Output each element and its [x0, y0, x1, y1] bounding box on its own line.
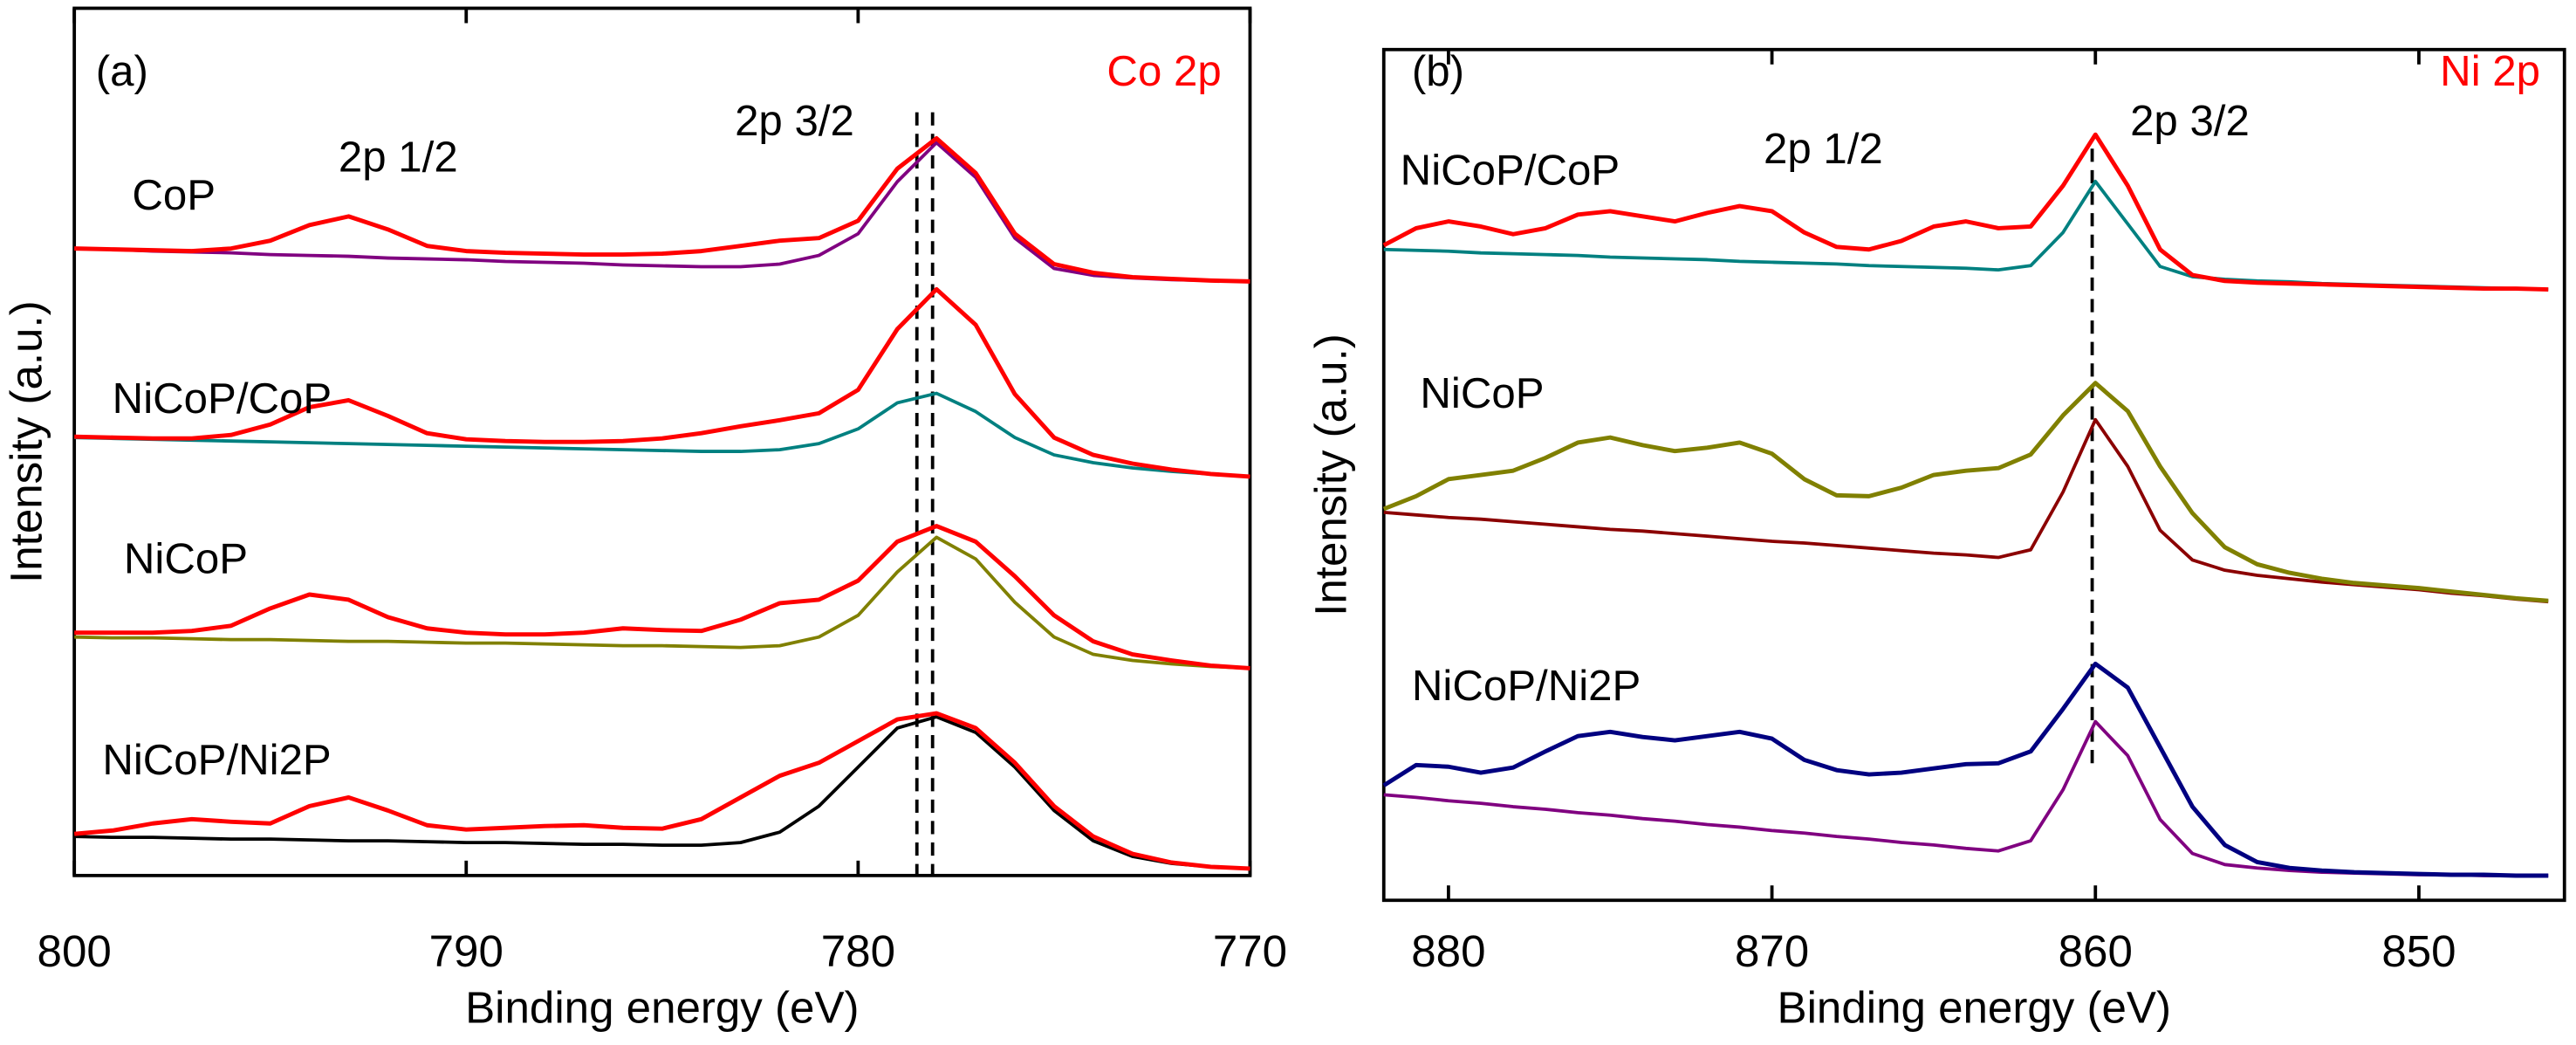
fit-envelope: [1382, 132, 2549, 292]
x-tick-label: 860: [2059, 926, 2133, 976]
sample-label: NiCoP/CoP: [113, 375, 332, 423]
x-tick-label: 880: [1411, 926, 1485, 976]
x-tick-label: 870: [1735, 926, 1809, 976]
plot-frame: [72, 6, 1252, 877]
sample-label: NiCoP: [1420, 369, 1544, 417]
fit-envelope: [74, 136, 1250, 284]
sample-label: NiCoP/Ni2P: [1412, 662, 1641, 710]
panel-title: Co 2p: [1106, 47, 1221, 95]
fit-component: [74, 391, 1250, 478]
x-tick-label: 780: [821, 926, 895, 976]
fit-component: [1383, 179, 2549, 292]
peak-annotation: 2p 3/2: [735, 97, 854, 145]
peak-annotation: 2p 3/2: [2130, 97, 2250, 145]
x-axis-label: Binding energy (eV): [465, 983, 859, 1033]
panel-title: Ni 2p: [2440, 47, 2540, 95]
sample-label: NiCoP/CoP: [1401, 147, 1620, 195]
x-tick-label: 800: [38, 926, 112, 976]
panel-label: (a): [96, 47, 148, 95]
y-axis-label: Intensity (a.u.): [2, 300, 51, 583]
x-tick-label: 790: [429, 926, 504, 976]
x-axis-label: Binding energy (eV): [1778, 983, 2171, 1033]
fit-component: [74, 535, 1250, 670]
fit-envelope: [74, 524, 1250, 670]
fit-component: [1383, 417, 2549, 604]
plot-frame: [1381, 47, 2566, 903]
fit-component: [74, 715, 1250, 870]
fit-envelope: [73, 711, 1250, 871]
y-axis-label: Intensity (a.u.): [1305, 333, 1355, 616]
x-tick-label: 850: [2381, 926, 2456, 976]
fit-component: [74, 141, 1250, 284]
fit-envelope: [74, 286, 1250, 479]
panel-label: (b): [1412, 47, 1464, 95]
fit-envelope: [1382, 381, 2549, 603]
sample-label: CoP: [132, 171, 216, 219]
peak-annotation: 2p 1/2: [339, 134, 458, 182]
peak-annotation: 2p 1/2: [1764, 125, 1883, 173]
x-tick-label: 770: [1213, 926, 1287, 976]
sample-label: NiCoP: [124, 534, 248, 582]
fit-envelope: [1382, 661, 2549, 878]
sample-label: NiCoP/Ni2P: [102, 736, 331, 784]
